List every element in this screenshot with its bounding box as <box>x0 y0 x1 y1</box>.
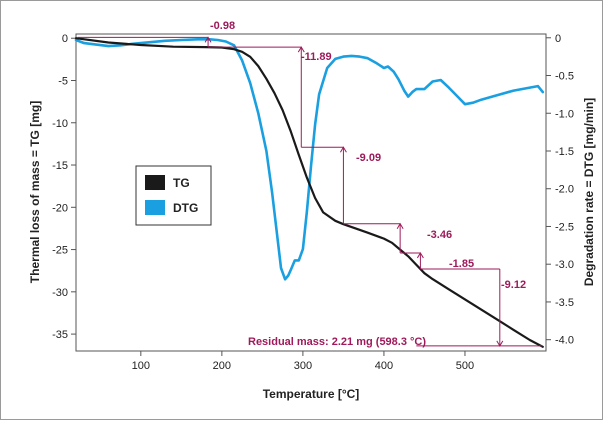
x-tick-label: 200 <box>213 360 231 372</box>
annotation-label-stage-4: -3.46 <box>427 229 452 241</box>
legend-label-tg: TG <box>173 176 190 190</box>
left-axis-ticks: 0 -5 -10 -15 -20 -25 -30 -35 <box>52 33 76 341</box>
annotation-label-stage-3: -9.09 <box>356 152 381 164</box>
left-tick-label: -35 <box>52 329 68 341</box>
left-tick-label: -10 <box>52 118 68 130</box>
x-axis-label: Temperature [°C] <box>263 387 360 401</box>
x-tick-label: 400 <box>375 360 393 372</box>
right-tick-label: 0 <box>555 33 561 45</box>
right-axis-label: Degradation rate = DTG [mg/min] <box>582 98 596 286</box>
stage-3-arrow <box>339 146 347 153</box>
legend: TG DTG <box>135 165 212 226</box>
right-axis-ticks: 0 -0.5 -1.0 -1.5 -2.0 -2.5 -3.0 -3.5 -4.0 <box>546 33 574 347</box>
annotation-label-stage-6: -9.12 <box>501 279 526 291</box>
stage-4-arrow <box>396 222 404 230</box>
right-tick-label: -2.5 <box>555 221 574 233</box>
left-axis-label: Thermal loss of mass = TG [mg] <box>28 101 42 283</box>
plot-area <box>75 33 547 352</box>
residual-mass-label: Residual mass: 2.21 mg (598.3 °C) <box>248 336 426 348</box>
stage-1-arrow <box>204 36 212 43</box>
annotation-label-stage-2: -11.89 <box>301 51 332 63</box>
right-tick-label: -4.0 <box>555 335 574 347</box>
series-layer <box>74 37 545 348</box>
series-line-dtg <box>74 37 545 281</box>
annotation-label-stage-1: -0.98 <box>210 20 235 32</box>
right-tick-label: -1.5 <box>555 146 574 158</box>
left-tick-label: 0 <box>62 33 68 45</box>
left-tick-label: -15 <box>52 160 68 172</box>
legend-box <box>135 165 212 226</box>
left-tick-label: -20 <box>52 202 68 214</box>
right-tick-label: -2.0 <box>555 184 574 196</box>
stage-2-arrow <box>297 46 305 53</box>
right-tick-label: -3.0 <box>555 259 574 271</box>
axes <box>75 33 547 352</box>
stage-5-arrow <box>416 251 424 259</box>
right-tick-label: -3.5 <box>555 297 574 309</box>
stage-annotation-lines <box>77 36 542 347</box>
legend-label-dtg: DTG <box>173 201 198 215</box>
right-tick-label: -0.5 <box>555 71 574 83</box>
right-tick-label: -1.0 <box>555 108 574 120</box>
x-tick-label: 500 <box>456 360 474 372</box>
x-tick-label: 100 <box>132 360 150 372</box>
x-axis-ticks: 100 200 300 400 500 <box>132 351 474 372</box>
x-tick-label: 300 <box>294 360 312 372</box>
left-tick-label: -5 <box>58 75 68 87</box>
series-line-tg <box>74 37 544 348</box>
annotation-label-stage-5: -1.85 <box>449 258 474 270</box>
legend-swatch-tg <box>145 175 165 190</box>
left-tick-label: -25 <box>52 245 68 257</box>
left-tick-label: -30 <box>52 287 68 299</box>
legend-swatch-dtg <box>145 200 165 215</box>
